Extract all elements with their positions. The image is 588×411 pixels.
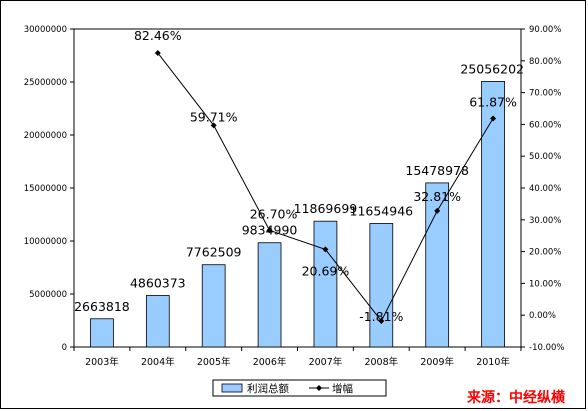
legend-box xyxy=(212,379,387,397)
right-tick-label: 10.00% xyxy=(529,279,561,289)
legend-bar-label: 利润总额 xyxy=(247,382,289,395)
bar-value-label: 11869699 xyxy=(294,201,358,216)
left-tick-label: 10000000 xyxy=(24,237,67,247)
bar xyxy=(201,264,226,348)
legend-bar-swatch xyxy=(221,383,243,393)
bar xyxy=(90,318,114,348)
category-label: 2007年 xyxy=(309,356,343,368)
category-label: 2010年 xyxy=(476,356,510,368)
category-labels: 2003年 2004年 2005年 2006年 2007年 2008年 2009年 2010年 xyxy=(73,347,522,368)
left-tick-label: 20000000 xyxy=(24,131,67,141)
bar-value-label: 9834990 xyxy=(242,223,298,238)
growth-value-label: 59.71% xyxy=(190,109,238,124)
right-tick-label: 90.00% xyxy=(529,25,561,35)
bar xyxy=(369,223,394,348)
growth-value-label: 32.81% xyxy=(413,189,461,204)
right-axis-ticks: -10.00% 0.00% 10.00% 20.00% 30.00% 40.00% 50.0… xyxy=(521,25,564,353)
bar-value-label: 11654946 xyxy=(350,203,414,218)
source-note: 来源：中经纵横 xyxy=(466,389,566,406)
growth-value-label: 82.46% xyxy=(134,28,182,43)
right-tick-label: 20.00% xyxy=(529,248,561,258)
bar-series xyxy=(90,81,505,348)
growth-point xyxy=(434,207,441,214)
line-data-labels: 82.46% 59.71% 26.70% 20.69% -1.81% 32.81% 61.8… xyxy=(134,28,517,324)
category-label: 2003年 xyxy=(85,356,119,368)
bar xyxy=(257,242,282,348)
legend-line-marker xyxy=(316,385,322,391)
right-tick-label: 80.00% xyxy=(529,57,561,67)
left-tick-label: 5000000 xyxy=(29,290,67,300)
growth-value-label: -1.81% xyxy=(359,309,403,324)
legend-line-label: 增幅 xyxy=(332,382,353,395)
growth-point xyxy=(378,317,385,324)
bar-value-label: 4860373 xyxy=(130,275,186,290)
growth-point xyxy=(266,227,273,234)
left-axis-ticks: 0 5000000 10000000 15000000 20000000 25000000… xyxy=(24,25,74,353)
left-tick-label: 25000000 xyxy=(24,78,67,88)
bar xyxy=(313,220,338,348)
bar xyxy=(481,81,505,348)
category-label: 2008年 xyxy=(364,356,398,368)
bar-value-label: 7762509 xyxy=(186,245,242,260)
right-tick-label: -10.00% xyxy=(529,343,564,353)
right-tick-label: 0.00% xyxy=(529,311,556,321)
right-tick-label: 50.00% xyxy=(529,152,561,162)
growth-value-label: 61.87% xyxy=(469,94,517,109)
category-label: 2006年 xyxy=(253,356,287,368)
growth-point xyxy=(154,49,161,56)
right-tick-label: 60.00% xyxy=(529,120,561,130)
bar xyxy=(425,182,450,348)
category-label: 2004年 xyxy=(141,356,175,368)
growth-point xyxy=(210,122,217,129)
bar-value-label: 25056202 xyxy=(460,61,524,76)
bar-value-label: 15478978 xyxy=(405,163,469,178)
left-tick-label: 15000000 xyxy=(24,184,67,194)
line-series xyxy=(154,49,497,324)
category-label: 2005年 xyxy=(197,356,231,368)
growth-point xyxy=(322,246,329,253)
bar xyxy=(145,295,170,348)
growth-point xyxy=(490,115,497,122)
category-label: 2009年 xyxy=(420,356,454,368)
left-tick-label: 30000000 xyxy=(24,25,67,35)
left-tick-label: 0 xyxy=(62,343,67,353)
legend: 利润总额 增幅 xyxy=(212,379,387,397)
growth-value-label: 26.70% xyxy=(250,206,298,221)
right-tick-label: 70.00% xyxy=(529,89,561,99)
growth-value-label: 20.69% xyxy=(302,263,350,278)
right-tick-label: 40.00% xyxy=(529,184,561,194)
bar-value-label: 2663818 xyxy=(74,299,130,314)
right-tick-label: 30.00% xyxy=(529,216,561,226)
